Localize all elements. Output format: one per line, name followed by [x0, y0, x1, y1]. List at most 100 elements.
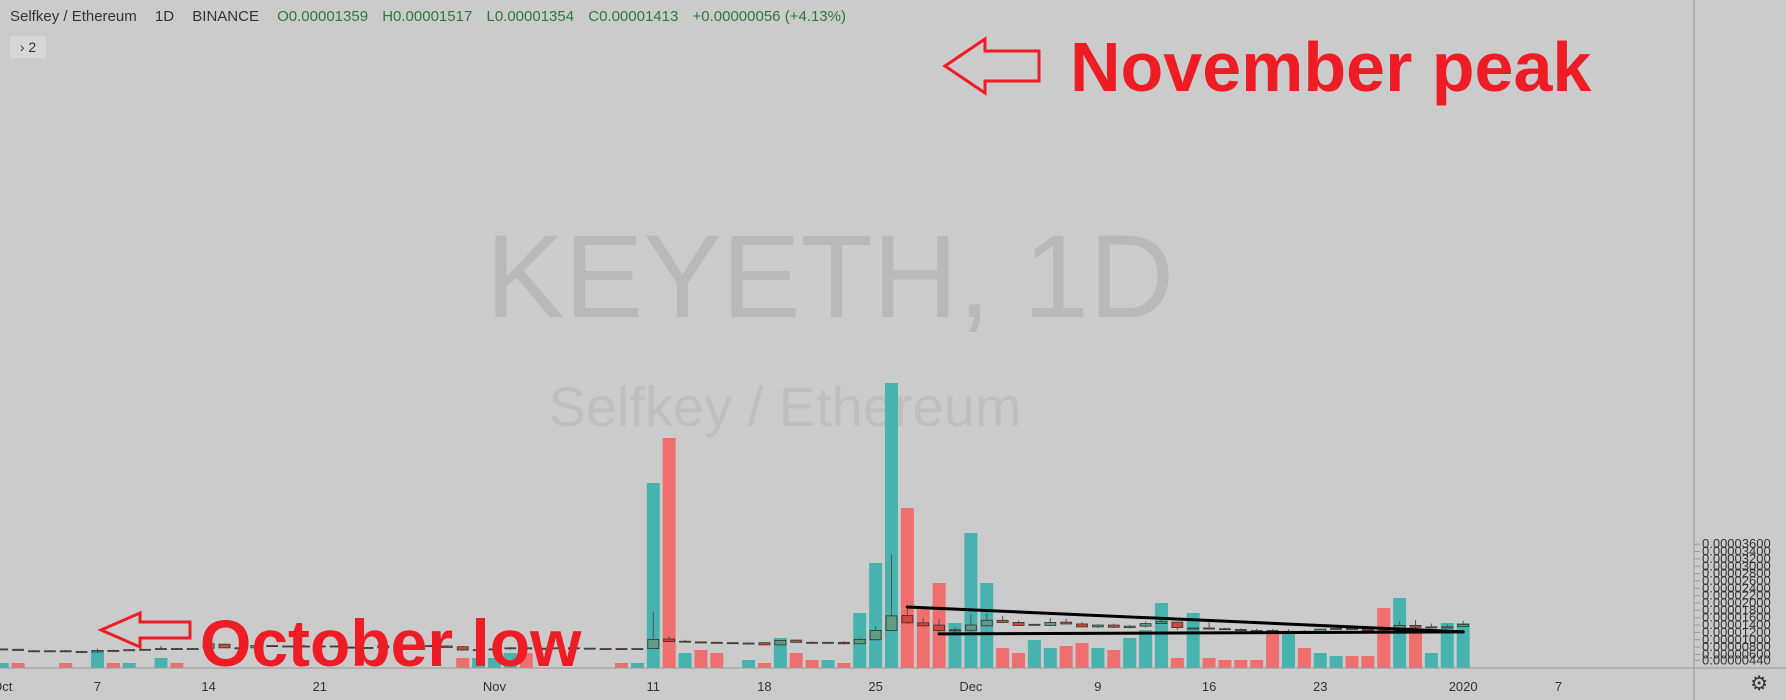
volume-bar	[122, 663, 136, 668]
candle-body	[695, 641, 707, 644]
candle-body	[409, 644, 421, 647]
candle-body	[710, 641, 723, 644]
candle	[1171, 621, 1184, 630]
chevron-right-icon: ›	[19, 39, 25, 55]
candle	[329, 645, 342, 648]
candle-body	[440, 645, 453, 648]
volume-bar	[1091, 648, 1105, 668]
legend-high: H0.00001517	[382, 8, 473, 25]
candle	[822, 641, 834, 644]
candle	[742, 642, 755, 645]
volume-bar	[757, 663, 771, 668]
candle-body	[917, 622, 930, 627]
candle	[345, 646, 358, 649]
candle	[853, 637, 866, 645]
candle-body	[155, 648, 167, 650]
candle-body	[1155, 621, 1168, 624]
candle-body	[1123, 625, 1136, 629]
candle-body	[1076, 623, 1088, 628]
volume-bar	[789, 653, 803, 668]
volume-bar	[1043, 648, 1057, 668]
price-tick-label: 0.00001400	[1702, 617, 1771, 632]
candle	[425, 644, 437, 648]
candle	[647, 611, 660, 649]
candle	[59, 650, 72, 653]
legend-symbol[interactable]: Selfkey / Ethereum	[10, 8, 137, 25]
candle-body	[567, 647, 580, 650]
legend-interval[interactable]: 1D	[154, 8, 175, 25]
indicators-toggle-button[interactable]: › 2	[10, 36, 46, 58]
price-tick-label: 0.00002800	[1702, 566, 1771, 581]
volume-bar	[170, 663, 184, 668]
candle	[472, 649, 485, 652]
candle-body	[298, 645, 310, 648]
candle	[1123, 625, 1136, 629]
candle	[456, 645, 469, 651]
volume-bar	[487, 658, 501, 668]
candle-body	[742, 642, 755, 645]
candle-body	[313, 645, 326, 648]
volume-bar	[1377, 608, 1391, 668]
candle-body	[663, 638, 676, 642]
volume-bar	[1266, 633, 1280, 668]
candle-body	[679, 640, 691, 643]
candle-body	[1028, 623, 1041, 626]
candle	[107, 649, 120, 652]
candle-body	[75, 651, 88, 653]
volume-bar	[646, 483, 660, 668]
time-tick-label: 16	[1202, 679, 1216, 694]
candle-body	[0, 648, 9, 651]
volume-bar	[821, 660, 835, 668]
volume-bar	[1107, 650, 1121, 668]
candle-body	[1044, 622, 1057, 626]
volume-bar	[1361, 656, 1375, 668]
candle-body	[949, 629, 961, 632]
volume-bar	[1123, 638, 1137, 668]
volume-bar	[900, 508, 914, 668]
candle-body	[377, 645, 390, 649]
volume-bar	[11, 663, 25, 668]
legend-change: +0.00000056 (+4.13%)	[692, 8, 846, 25]
volume-bar	[1329, 656, 1343, 668]
price-tick-label: 0.00001000	[1702, 632, 1771, 647]
candle-body	[202, 643, 215, 649]
candle	[218, 643, 231, 649]
candle	[710, 641, 723, 644]
price-tick-label: 0.00000440	[1702, 652, 1771, 667]
candle	[726, 641, 739, 645]
candle-body	[885, 615, 898, 631]
candle	[361, 647, 374, 649]
volume-bar	[678, 653, 692, 668]
candle	[155, 645, 167, 650]
price-tick-label: 0.00000600	[1702, 646, 1771, 661]
candle	[1234, 628, 1247, 632]
volume-bar	[154, 658, 168, 668]
volume-bar	[996, 648, 1010, 668]
candle	[806, 641, 818, 644]
candle-body	[1139, 623, 1152, 627]
candle	[980, 613, 993, 627]
candle-body	[837, 641, 850, 645]
candle-body	[901, 615, 914, 624]
volume-bar	[1186, 613, 1200, 668]
trendline[interactable]	[905, 605, 1465, 634]
trendline[interactable]	[937, 630, 1465, 636]
candle	[695, 641, 707, 644]
candle-body	[393, 644, 406, 647]
volume-bar	[662, 438, 676, 668]
legend-open: O0.00001359	[277, 8, 369, 25]
candle	[377, 645, 390, 649]
volume-bar	[1170, 658, 1184, 668]
candle-body	[123, 649, 136, 652]
price-tick-label: 0.00001600	[1702, 610, 1771, 625]
low-arrow-icon	[97, 610, 192, 650]
candle-body	[822, 641, 834, 644]
volume-bar	[1250, 660, 1264, 668]
candle-body	[43, 650, 56, 653]
candle	[552, 647, 564, 650]
time-tick-label: 25	[868, 679, 882, 694]
candle	[282, 645, 294, 648]
gear-icon[interactable]: ⚙	[1750, 673, 1768, 695]
